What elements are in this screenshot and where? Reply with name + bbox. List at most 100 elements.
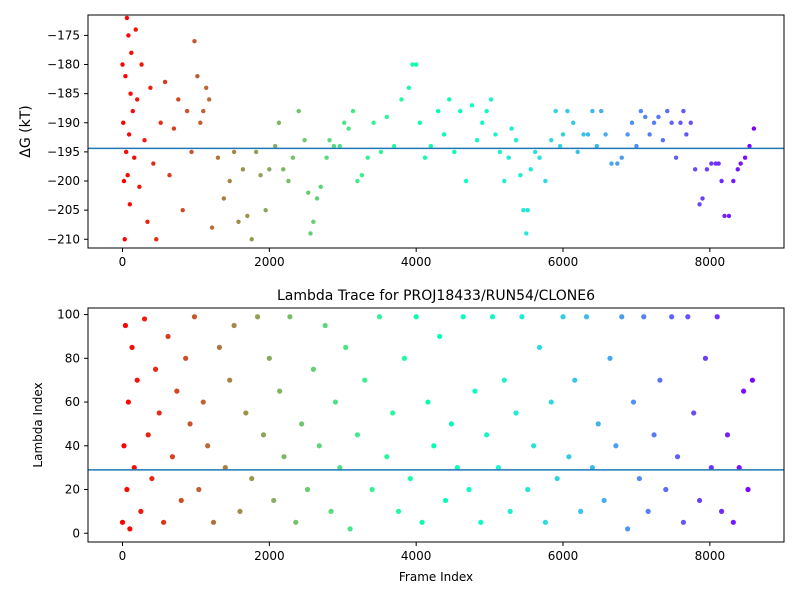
top-data-point bbox=[192, 39, 197, 44]
top-data-point bbox=[700, 196, 705, 201]
top-data-point bbox=[406, 85, 412, 91]
top-data-point bbox=[133, 27, 138, 32]
top-data-point bbox=[726, 213, 732, 219]
top-data-point bbox=[162, 79, 168, 85]
top-data-point bbox=[184, 108, 190, 114]
bottom-data-point bbox=[448, 421, 455, 427]
bottom-data-point bbox=[714, 314, 720, 320]
top-data-point bbox=[603, 132, 608, 137]
bottom-data-point bbox=[156, 410, 162, 416]
top-data-point bbox=[660, 138, 666, 143]
bottom-data-point bbox=[187, 421, 193, 427]
top-data-point bbox=[391, 143, 397, 149]
top-data-point bbox=[176, 97, 181, 102]
top-data-point bbox=[521, 207, 526, 213]
top-y-tick-label: −195 bbox=[47, 145, 80, 159]
top-data-point bbox=[139, 62, 144, 67]
top-data-point bbox=[571, 120, 576, 125]
bottom-x-ticks: 0 2000 4000 6000 8000 bbox=[119, 542, 725, 563]
top-data-point bbox=[447, 97, 452, 102]
top-data-point bbox=[575, 149, 580, 155]
bottom-data-point bbox=[281, 454, 287, 460]
top-data-point bbox=[422, 155, 428, 160]
bottom-data-point bbox=[663, 486, 669, 493]
bottom-panel: Lambda Trace for PROJ18433/RUN54/CLONE6 … bbox=[31, 288, 785, 584]
top-data-point bbox=[240, 167, 246, 172]
bottom-data-point bbox=[619, 314, 625, 320]
bottom-data-point bbox=[749, 377, 756, 383]
top-y-tick-label: −190 bbox=[47, 116, 80, 130]
top-data-point bbox=[327, 138, 332, 143]
top-data-point bbox=[497, 149, 503, 155]
top-data-point bbox=[441, 132, 447, 137]
top-data-point bbox=[342, 120, 347, 125]
bottom-data-point bbox=[119, 519, 126, 525]
bottom-data-point bbox=[454, 465, 460, 471]
bottom-data-point bbox=[395, 508, 402, 514]
bottom-y-ticks: 0 20 40 60 80 100 bbox=[57, 308, 88, 540]
top-data-point bbox=[656, 114, 661, 120]
bottom-chart-title: Lambda Trace for PROJ18433/RUN54/CLONE6 bbox=[277, 288, 595, 304]
top-data-point bbox=[151, 161, 156, 166]
bottom-y-tick-label: 0 bbox=[72, 526, 80, 540]
bottom-data-point bbox=[161, 519, 167, 525]
bottom-data-point bbox=[607, 355, 613, 361]
top-data-point bbox=[302, 138, 307, 143]
bottom-data-point bbox=[472, 388, 478, 394]
bottom-y-tick-label: 60 bbox=[65, 395, 80, 409]
bottom-data-point bbox=[174, 388, 180, 394]
top-data-point bbox=[643, 114, 648, 120]
top-data-point bbox=[480, 120, 485, 125]
top-data-point bbox=[417, 120, 423, 125]
top-data-point bbox=[306, 190, 311, 195]
top-data-point bbox=[124, 15, 130, 21]
bottom-data-point bbox=[134, 377, 140, 383]
bottom-data-point bbox=[178, 497, 184, 504]
top-data-point bbox=[428, 143, 434, 149]
top-data-point bbox=[263, 207, 268, 213]
top-data-point bbox=[314, 196, 320, 201]
top-plot-frame bbox=[87, 14, 785, 249]
top-data-point bbox=[195, 73, 200, 79]
top-data-point bbox=[126, 33, 131, 38]
top-data-point bbox=[738, 161, 743, 166]
bottom-y-tick-label: 80 bbox=[65, 351, 80, 365]
bottom-data-point bbox=[376, 314, 383, 320]
bottom-data-point bbox=[531, 443, 537, 449]
top-data-point bbox=[123, 149, 129, 155]
top-y-tick-label: −210 bbox=[47, 232, 80, 246]
top-data-point bbox=[458, 108, 463, 114]
bottom-data-point bbox=[237, 508, 243, 514]
top-data-point bbox=[638, 108, 644, 114]
top-data-point bbox=[125, 172, 130, 178]
top-data-point bbox=[525, 207, 530, 213]
bottom-y-tick-label: 100 bbox=[57, 308, 80, 322]
bottom-plot-frame bbox=[87, 307, 785, 543]
top-data-point bbox=[249, 237, 254, 242]
top-y-tick-label: −200 bbox=[47, 174, 80, 188]
bottom-x-tick-label: 0 bbox=[119, 549, 127, 563]
top-data-point bbox=[215, 155, 221, 160]
bottom-data-point bbox=[287, 314, 293, 320]
bottom-data-point bbox=[141, 316, 148, 322]
top-data-point bbox=[549, 138, 554, 143]
top-data-point bbox=[180, 207, 185, 213]
top-data-point bbox=[221, 196, 227, 201]
top-y-tick-label: −205 bbox=[47, 203, 80, 217]
bottom-data-point bbox=[736, 465, 742, 471]
bottom-data-point bbox=[708, 465, 714, 471]
bottom-data-point bbox=[669, 314, 675, 320]
top-data-point bbox=[189, 149, 194, 155]
bottom-data-point bbox=[149, 475, 155, 482]
top-data-point bbox=[634, 143, 639, 149]
bottom-data-point bbox=[222, 465, 228, 471]
bottom-data-point bbox=[419, 519, 425, 525]
bottom-data-point bbox=[466, 486, 472, 493]
top-x-tick-label: 0 bbox=[119, 255, 127, 269]
top-data-point bbox=[692, 167, 698, 172]
bottom-data-point bbox=[696, 497, 703, 504]
bottom-data-point bbox=[210, 519, 217, 525]
top-data-point bbox=[474, 138, 480, 143]
top-data-point bbox=[502, 178, 507, 184]
